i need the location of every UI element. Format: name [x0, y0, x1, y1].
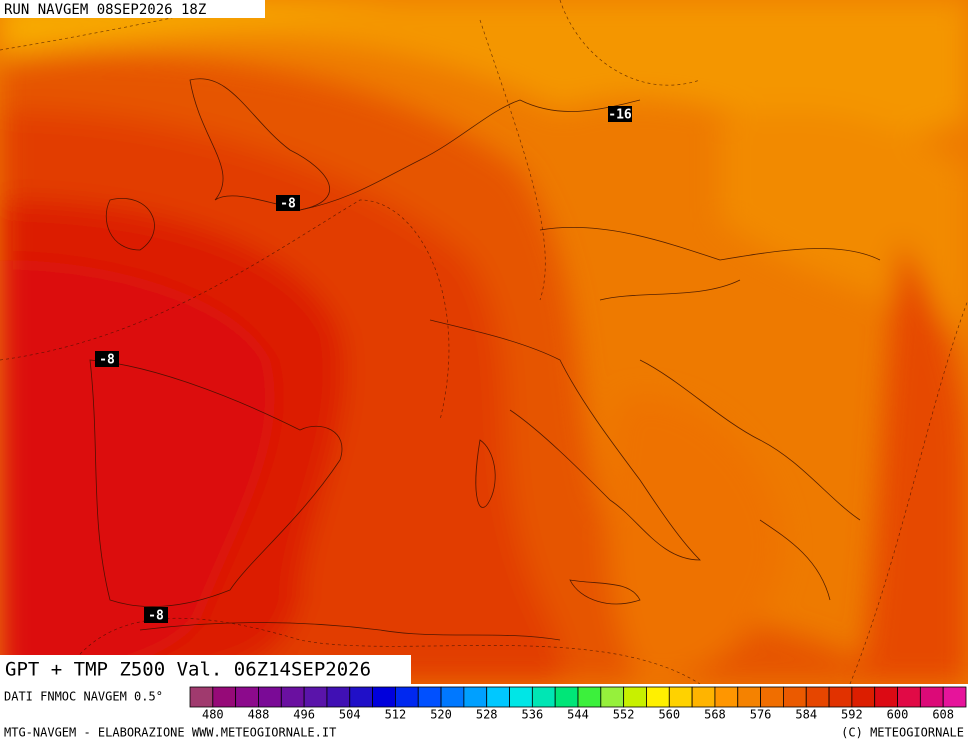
colorbar-swatch [646, 686, 670, 708]
colorbar-swatch [463, 686, 488, 708]
footer-right: (C) METEOGIORNALE [841, 726, 964, 740]
colorbar-tick-label: 608 [932, 708, 954, 722]
colorbar-swatch [783, 686, 807, 708]
colorbar-swatch [303, 686, 328, 708]
run-label: RUN NAVGEM 08SEP2026 18Z [4, 2, 206, 18]
title-box [0, 655, 411, 684]
colorbar-swatch [280, 686, 305, 708]
colorbar-swatch [577, 686, 602, 708]
map-title: GPT + TMP Z500 Val. 06Z14SEP2026 [5, 659, 371, 681]
colorbar-swatch [258, 686, 282, 708]
colorbar-swatch [349, 686, 373, 708]
colorbar-swatch [805, 686, 830, 708]
contour-label: -8 [148, 609, 164, 624]
colorbar-swatch [942, 686, 967, 708]
colorbar-tick-label: 536 [522, 708, 544, 722]
colorbar-swatch [554, 686, 579, 708]
colorbar-tick-label: 576 [750, 708, 772, 722]
colorbar-tick-label: 592 [841, 708, 863, 722]
colorbar-swatch [828, 686, 853, 708]
colorbar-swatch [897, 686, 921, 708]
colorbar-swatch [417, 686, 442, 708]
colorbar-swatch [235, 686, 259, 708]
colorbar-swatch [737, 686, 761, 708]
colorbar-swatch [395, 686, 419, 708]
colorbar-swatch [600, 686, 625, 708]
colorbar-tick-label: 496 [293, 708, 315, 722]
colorbar-tick-label: 488 [248, 708, 270, 722]
colorbar-tick-label: 560 [658, 708, 680, 722]
colorbar-tick-label: 528 [476, 708, 498, 722]
colorbar-tick-label: 600 [887, 708, 909, 722]
colorbar-tick-label: 480 [202, 708, 224, 722]
colorbar-swatch [919, 686, 944, 708]
colorbar-swatch [189, 686, 214, 708]
colorbar-swatch [372, 686, 396, 708]
colorbar-swatch [486, 686, 510, 708]
colorbar-swatch [874, 686, 898, 708]
colorbar-tick-label: 512 [385, 708, 407, 722]
colorbar-swatch [760, 686, 784, 708]
colorbar-tick-label: 552 [613, 708, 635, 722]
colorbar-tick-label: 544 [567, 708, 589, 722]
footer-left: MTG-NAVGEM - ELABORAZIONE WWW.METEOGIORN… [4, 726, 336, 740]
colorbar-swatch [440, 686, 465, 708]
colorbar-swatch [326, 686, 351, 708]
colorbar: 480 488 496 504 512 520 528 536 544 552 560 568 576 5… [189, 686, 967, 722]
colorbar-tick-label: 504 [339, 708, 361, 722]
colorbar-tick-label: 568 [704, 708, 726, 722]
contour-label-box [608, 106, 632, 122]
contour-label-box [276, 195, 300, 211]
colorbar-tick-label: 584 [795, 708, 817, 722]
colorbar-swatch [623, 686, 647, 708]
colorbar-swatch [691, 686, 716, 708]
colorbar-tick-label: 520 [430, 708, 452, 722]
colorbar-swatch [509, 686, 533, 708]
field [0, 0, 968, 684]
colorbar-swatch [714, 686, 739, 708]
colorbar-swatch [531, 686, 556, 708]
colorbar-swatch [668, 686, 693, 708]
contour-label: -8 [99, 353, 115, 368]
colorbar-swatch [212, 686, 237, 708]
contour-label: -8 [280, 197, 296, 212]
colorbar-swatch [851, 686, 876, 708]
contours [0, 0, 968, 684]
source-label: DATI FNMOC NAVGEM 0.5° [4, 690, 163, 704]
header-box [0, 0, 265, 18]
contour-label: -16 [608, 108, 632, 123]
coastlines [89, 78, 881, 641]
contour-label-box [144, 607, 168, 623]
contour-label-box [95, 351, 119, 367]
